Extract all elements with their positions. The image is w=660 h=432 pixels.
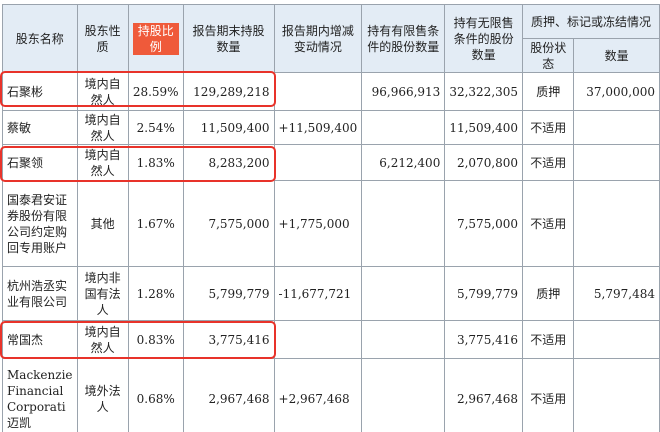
change: +11,509,400 bbox=[273, 110, 363, 145]
pledge-qty: 37,000,000 bbox=[573, 72, 660, 111]
shares-end: 7,575,000 bbox=[182, 180, 275, 267]
shares-end: 11,509,400 bbox=[182, 110, 275, 145]
change: +1,775,000 bbox=[273, 180, 363, 267]
pledge-status: 不适用 bbox=[522, 180, 575, 267]
shareholder-name: 石聚领 bbox=[2, 144, 78, 181]
shareholder-nature: 境内自然人 bbox=[76, 110, 129, 145]
restricted-shares bbox=[361, 320, 446, 359]
header-unrestricted: 持有无限售条件的股份数量 bbox=[444, 4, 524, 73]
shareholder-name: 杭州浩丞实业有限公司 bbox=[2, 266, 78, 321]
pledge-qty: 5,797,484 bbox=[573, 266, 660, 321]
shareholder-nature: 境内自然人 bbox=[76, 72, 129, 111]
holding-ratio: 0.68% bbox=[127, 358, 184, 432]
holding-ratio: 1.67% bbox=[127, 180, 184, 267]
shares-end: 8,283,200 bbox=[182, 144, 275, 181]
table-row: 国泰君安证券股份有限公司约定购回专用账户 其他 1.67% 7,575,000 … bbox=[2, 180, 660, 267]
change: +2,967,468 bbox=[273, 358, 363, 432]
pledge-status: 不适用 bbox=[522, 358, 575, 432]
header-change: 报告期内增减变动情况 bbox=[273, 4, 363, 73]
unrestricted-shares: 5,799,779 bbox=[444, 266, 524, 321]
header-nature: 股东性质 bbox=[76, 4, 129, 73]
unrestricted-shares: 32,322,305 bbox=[444, 72, 524, 111]
holding-ratio: 1.83% bbox=[127, 144, 184, 181]
holding-ratio: 1.28% bbox=[127, 266, 184, 321]
shareholder-nature: 境内自然人 bbox=[76, 320, 129, 359]
restricted-shares: 96,966,913 bbox=[361, 72, 446, 111]
shareholder-nature: 境内非国有法人 bbox=[76, 266, 129, 321]
restricted-shares bbox=[361, 358, 446, 432]
header-pledge-group: 质押、标记或冻结情况 bbox=[522, 4, 660, 39]
shareholder-nature: 境外法人 bbox=[76, 358, 129, 432]
shares-end: 129,289,218 bbox=[182, 72, 275, 111]
shares-end: 5,799,779 bbox=[182, 266, 275, 321]
pledge-qty bbox=[573, 180, 660, 267]
shareholder-name: 石聚彬 bbox=[2, 72, 78, 111]
table-row: 杭州浩丞实业有限公司 境内非国有法人 1.28% 5,799,779 -11,6… bbox=[2, 266, 660, 321]
change bbox=[273, 72, 363, 111]
change: -11,677,721 bbox=[273, 266, 363, 321]
change bbox=[273, 320, 363, 359]
pledge-status: 质押 bbox=[522, 266, 575, 321]
shares-end: 2,967,468 bbox=[182, 358, 275, 432]
restricted-shares bbox=[361, 180, 446, 267]
table-row: 蔡敏 境内自然人 2.54% 11,509,400 +11,509,400 11… bbox=[2, 110, 660, 145]
pledge-status: 不适用 bbox=[522, 144, 575, 181]
shareholder-name: 常国杰 bbox=[2, 320, 78, 359]
table-row: 石聚领 境内自然人 1.83% 8,283,200 6,212,400 2,07… bbox=[2, 144, 660, 181]
unrestricted-shares: 3,775,416 bbox=[444, 320, 524, 359]
header-pledge-qty: 数量 bbox=[573, 38, 660, 73]
table-row: Mackenzie Financial Corporati 迈凯 境外法人 0.… bbox=[2, 358, 660, 432]
pledge-qty bbox=[573, 110, 660, 145]
header-pledge-status: 股份状态 bbox=[522, 38, 575, 73]
shares-end: 3,775,416 bbox=[182, 320, 275, 359]
shareholder-name: 国泰君安证券股份有限公司约定购回专用账户 bbox=[2, 180, 78, 267]
holding-ratio: 0.83% bbox=[127, 320, 184, 359]
change bbox=[273, 144, 363, 181]
restricted-shares bbox=[361, 110, 446, 145]
unrestricted-shares: 11,509,400 bbox=[444, 110, 524, 145]
holding-ratio: 28.59% bbox=[127, 72, 184, 111]
shareholder-nature: 其他 bbox=[76, 180, 129, 267]
pledge-qty bbox=[573, 144, 660, 181]
header-name: 股东名称 bbox=[2, 4, 78, 73]
restricted-shares bbox=[361, 266, 446, 321]
shareholder-table: 股东名称 股东性质 持股比例 报告期末持股数量 报告期内增减变动情况 持有有限售… bbox=[2, 4, 660, 432]
header-shares-end: 报告期末持股数量 bbox=[182, 4, 275, 73]
pledge-status: 质押 bbox=[522, 72, 575, 111]
pledge-status: 不适用 bbox=[522, 110, 575, 145]
unrestricted-shares: 7,575,000 bbox=[444, 180, 524, 267]
header-ratio-label: 持股比例 bbox=[132, 22, 179, 55]
header-ratio: 持股比例 bbox=[127, 4, 184, 73]
pledge-status: 不适用 bbox=[522, 320, 575, 359]
unrestricted-shares: 2,070,800 bbox=[444, 144, 524, 181]
shareholder-name: Mackenzie Financial Corporati 迈凯 bbox=[2, 358, 78, 432]
restricted-shares: 6,212,400 bbox=[361, 144, 446, 181]
pledge-qty bbox=[573, 358, 660, 432]
shareholder-nature: 境内自然人 bbox=[76, 144, 129, 181]
holding-ratio: 2.54% bbox=[127, 110, 184, 145]
table-row: 常国杰 境内自然人 0.83% 3,775,416 3,775,416 不适用 bbox=[2, 320, 660, 359]
table-row: 石聚彬 境内自然人 28.59% 129,289,218 96,966,913 … bbox=[2, 72, 660, 111]
header-restricted: 持有有限售条件的股份数量 bbox=[361, 4, 446, 73]
shareholder-name: 蔡敏 bbox=[2, 110, 78, 145]
unrestricted-shares: 2,967,468 bbox=[444, 358, 524, 432]
pledge-qty bbox=[573, 320, 660, 359]
